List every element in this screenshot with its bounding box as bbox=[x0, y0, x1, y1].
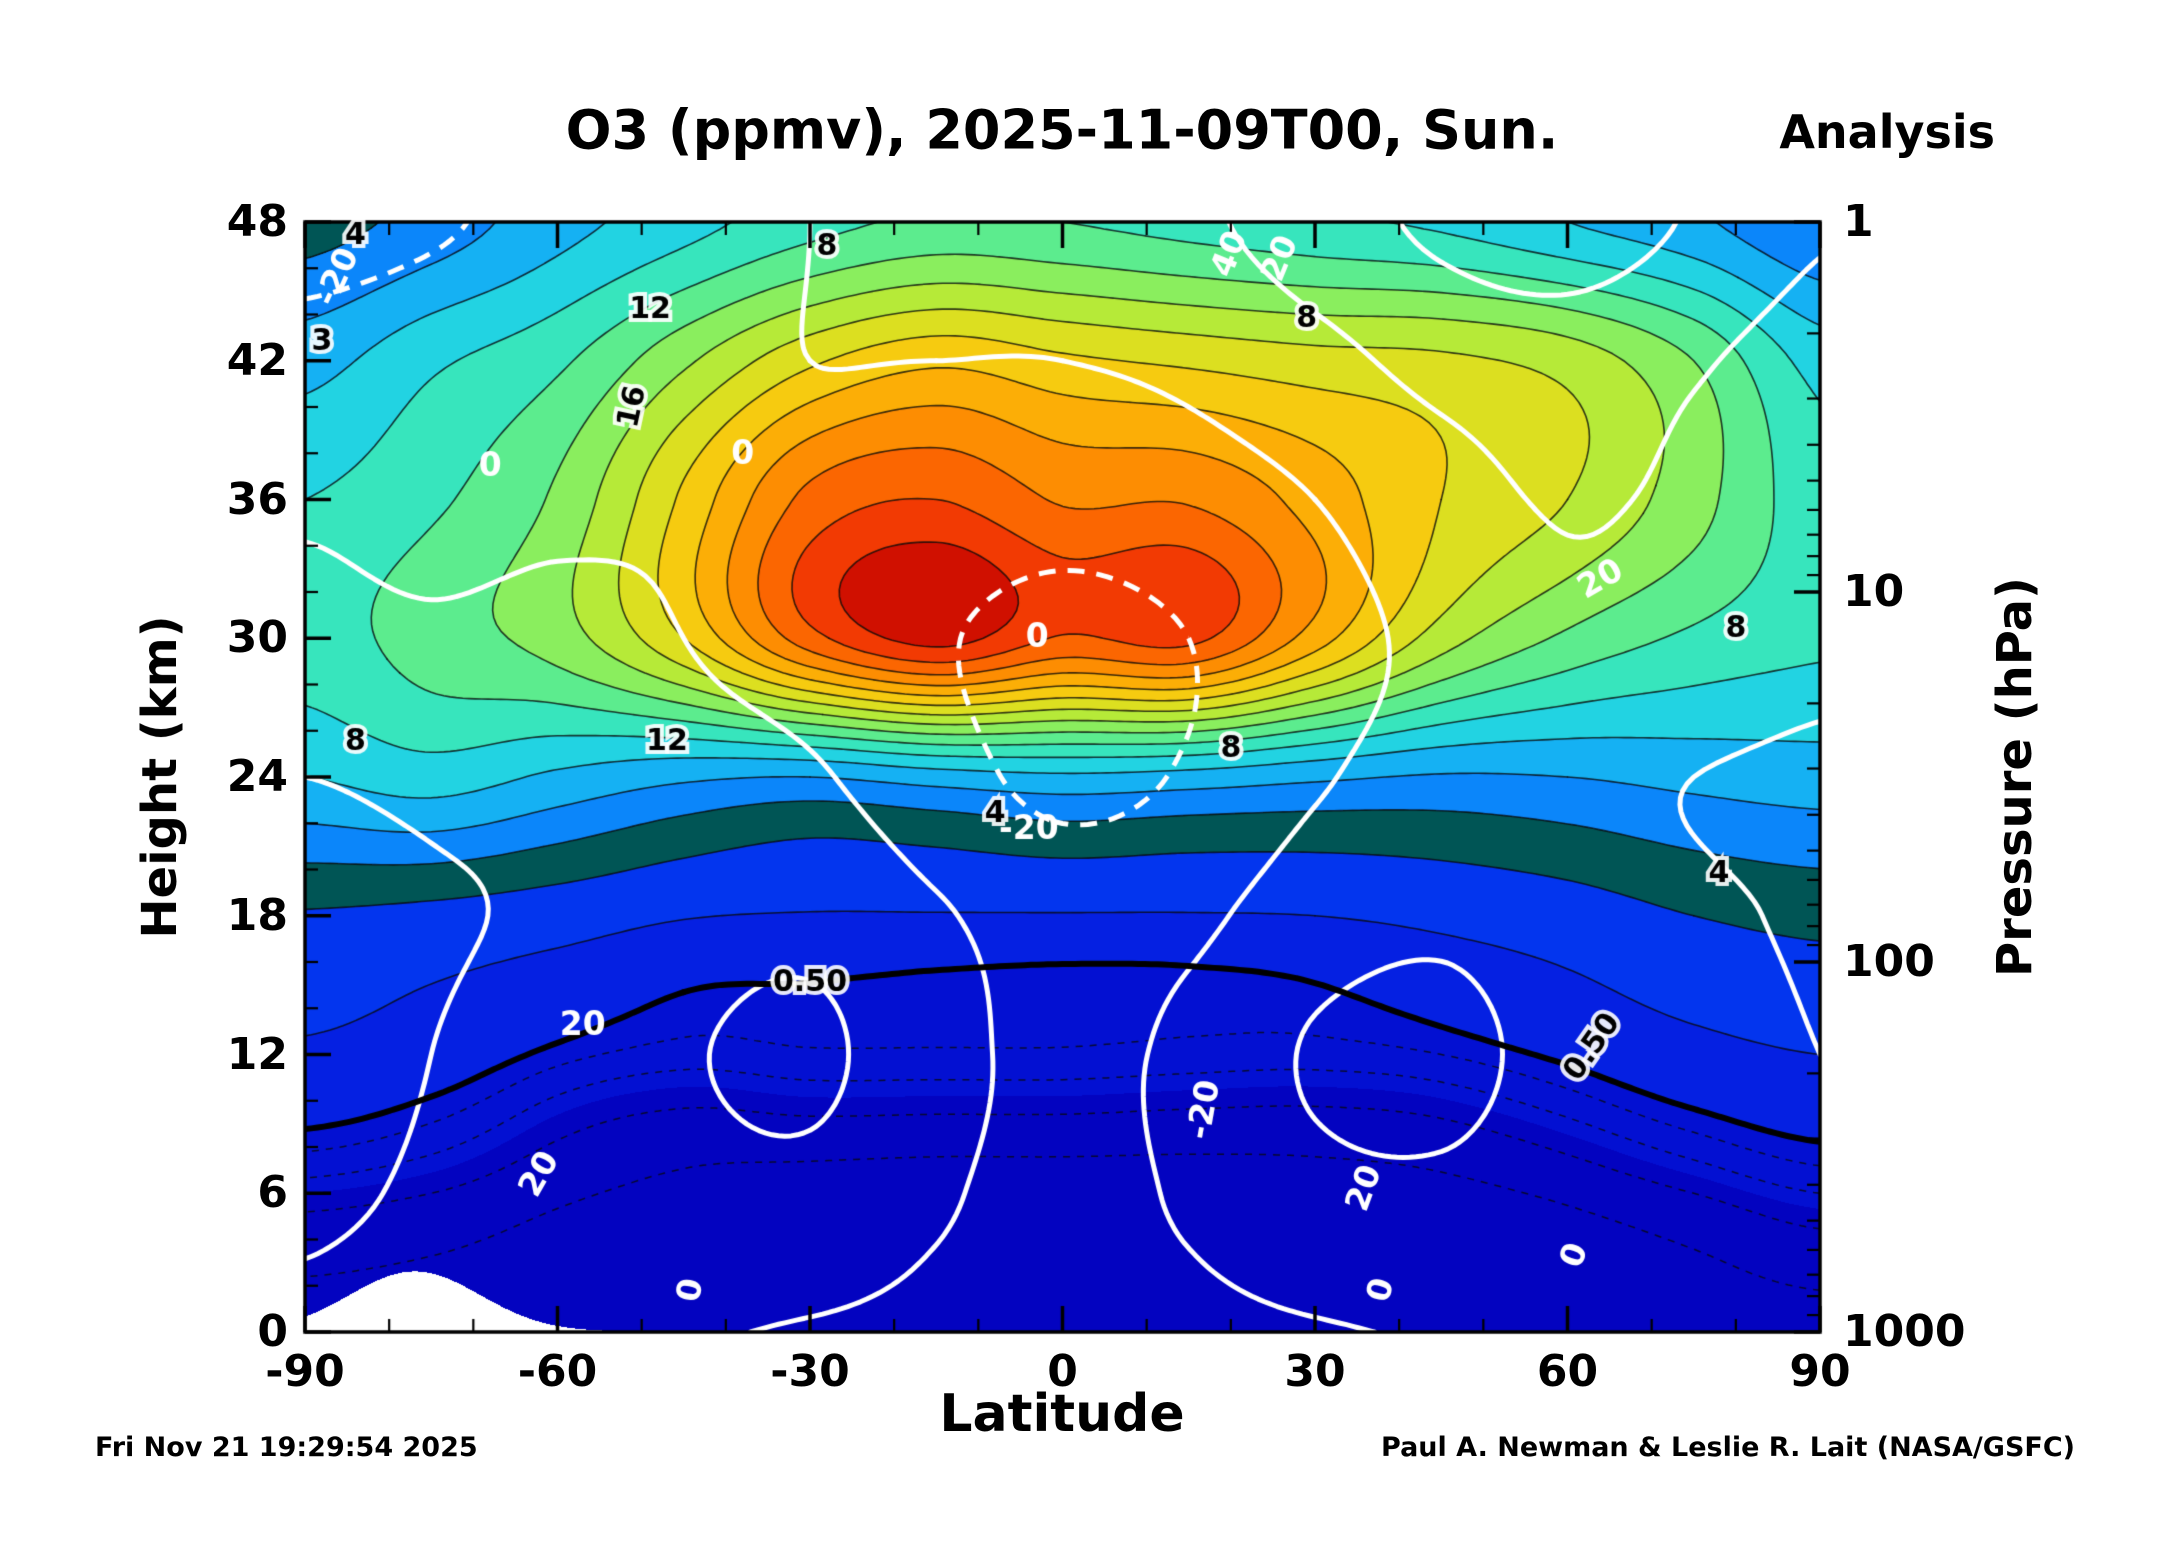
pressure-tick-label: 1000 bbox=[1843, 1306, 1966, 1357]
pressure-tick-label: 10 bbox=[1843, 566, 1905, 617]
height-tick-label: 6 bbox=[257, 1167, 288, 1219]
latitude-tick-label: -30 bbox=[770, 1346, 850, 1397]
y-axis-label-pressure: Pressure (hPa) bbox=[1987, 577, 2043, 977]
y-axis-label-height: Height (km) bbox=[132, 615, 188, 939]
height-tick-label: 12 bbox=[226, 1028, 288, 1080]
height-tick-label: 18 bbox=[226, 889, 288, 941]
x-axis-label-latitude: Latitude bbox=[939, 1384, 1185, 1444]
height-tick-label: 42 bbox=[226, 334, 288, 386]
height-tick-label: 48 bbox=[226, 196, 288, 247]
latitude-tick-label: 90 bbox=[1789, 1346, 1851, 1397]
latitude-tick-label: 0 bbox=[1047, 1346, 1078, 1397]
height-tick-label: 30 bbox=[226, 612, 288, 664]
generation-timestamp: Fri Nov 21 19:29:54 2025 bbox=[95, 1432, 478, 1463]
latitude-tick-label: -60 bbox=[517, 1346, 598, 1397]
latitude-tick-label: 30 bbox=[1284, 1346, 1346, 1397]
height-tick-label: 0 bbox=[257, 1306, 288, 1357]
analysis-label: Analysis bbox=[1779, 105, 1995, 159]
height-tick-label: 24 bbox=[226, 751, 288, 802]
chart-title: O3 (ppmv), 2025-11-09T00, Sun. bbox=[565, 98, 1559, 162]
credit-text: Paul A. Newman & Leslie R. Lait (NASA/GS… bbox=[1381, 1432, 2075, 1463]
pressure-tick-label: 1 bbox=[1843, 196, 1874, 247]
height-tick-label: 36 bbox=[226, 473, 288, 525]
latitude-tick-label: -90 bbox=[265, 1346, 345, 1397]
latitude-tick-label: 60 bbox=[1536, 1346, 1599, 1397]
pressure-tick-label: 100 bbox=[1843, 936, 1935, 987]
